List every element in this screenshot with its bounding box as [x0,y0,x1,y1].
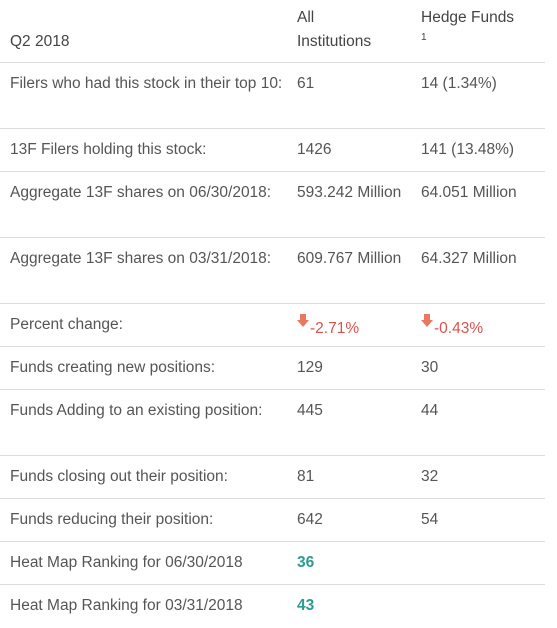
table-row: Funds closing out their position: 81 32 [0,455,545,498]
down-arrow-icon [297,313,309,328]
table-row: Funds creating new positions: 129 30 [0,346,545,389]
table-row: Filers who had this stock in their top 1… [0,62,545,128]
hedge-funds-header-label: Hedge Funds [421,9,515,26]
all-institutions-value: 129 [297,358,323,376]
row-label: Funds reducing their position: [10,510,214,528]
hedge-funds-value: 32 [421,467,439,485]
all-institutions-value: 642 [297,510,323,528]
all-institutions-value: 1426 [297,140,332,158]
all-institutions-value: -2.71% [293,303,417,346]
down-arrow-icon [421,313,433,328]
table-row: 13F Filers holding this stock: 1426 141 … [0,128,545,171]
institutional-holdings-table: Q2 2018 All Institutions Hedge Funds 1 F… [0,0,545,627]
percent-change-hedge: -0.43% [434,319,484,337]
heat-map-rank-value[interactable]: 36 [297,553,315,571]
table-row: Percent change: -2.71% -0.43% [0,303,545,346]
period-header: Q2 2018 [10,32,70,50]
table-row: Aggregate 13F shares on 03/31/2018: 609.… [0,237,545,303]
row-label: Percent change: [10,315,123,333]
hedge-funds-value [417,541,545,584]
hedge-funds-value: 64.051 Million [421,183,517,201]
table-row: Heat Map Ranking for 06/30/2018 36 [0,541,545,584]
all-institutions-header-line1: All [297,9,315,26]
row-label: Aggregate 13F shares on 06/30/2018: [10,183,272,201]
hedge-funds-value: 44 [421,401,439,419]
all-institutions-value: 609.767 Million [297,249,402,267]
table-row: Heat Map Ranking for 03/31/2018 43 [0,584,545,627]
table-header-row: Q2 2018 All Institutions Hedge Funds 1 [0,0,545,62]
table-row: Funds reducing their position: 642 54 [0,498,545,541]
heat-map-rank-link[interactable]: 36 [293,541,417,584]
row-label: Heat Map Ranking for 03/31/2018 [10,596,243,614]
row-label: Funds closing out their position: [10,467,228,485]
row-label: Funds creating new positions: [10,358,216,376]
table-row: Funds Adding to an existing position: 44… [0,389,545,455]
row-label: 13F Filers holding this stock: [10,140,207,158]
row-label: Funds Adding to an existing position: [10,401,263,419]
heat-map-rank-value[interactable]: 43 [297,596,315,614]
hedge-funds-header: Hedge Funds 1 [417,0,545,62]
all-institutions-value: 445 [297,401,323,419]
hedge-funds-footnote-link[interactable]: 1 [421,31,427,43]
percent-change-all: -2.71% [310,319,360,337]
row-label: Filers who had this stock in their top 1… [10,74,283,92]
heat-map-rank-link[interactable]: 43 [293,584,417,627]
table-row: Aggregate 13F shares on 06/30/2018: 593.… [0,171,545,237]
hedge-funds-value: 54 [421,510,439,528]
hedge-funds-value [417,584,545,627]
all-institutions-value: 61 [297,74,315,92]
all-institutions-header: All Institutions [293,0,417,62]
all-institutions-value: 81 [297,467,315,485]
all-institutions-value: 593.242 Million [297,183,402,201]
hedge-funds-value: 64.327 Million [421,249,517,267]
all-institutions-header-line2: Institutions [297,33,372,50]
hedge-funds-value: 14 (1.34%) [421,74,497,92]
row-label: Aggregate 13F shares on 03/31/2018: [10,249,272,267]
hedge-funds-value: 30 [421,358,439,376]
row-label: Heat Map Ranking for 06/30/2018 [10,553,243,571]
hedge-funds-value: 141 (13.48%) [421,140,515,158]
hedge-funds-value: -0.43% [417,303,545,346]
